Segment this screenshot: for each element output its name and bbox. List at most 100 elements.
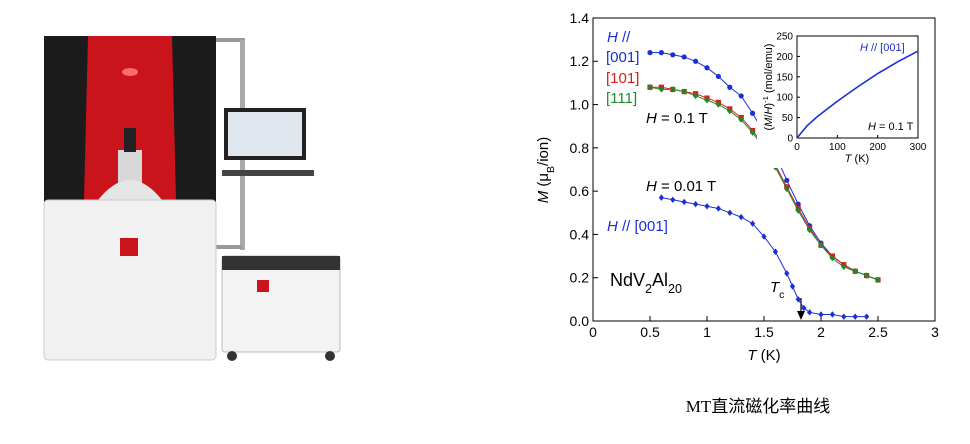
y-tick-label: 50: [782, 113, 794, 124]
data-point: [875, 276, 881, 284]
text-part: -1: [761, 96, 770, 103]
text-part: (K): [757, 347, 781, 364]
chart: 0 0.5 1 1.5 2 2.5 3 0.0 0.2 0.4 0.6 0.8 1.0 1.2 1.4 T (…: [535, 10, 939, 364]
text-part: M: [763, 117, 775, 127]
text-part: H: [868, 121, 876, 133]
text-part: H: [607, 218, 618, 235]
text-part: 2: [645, 282, 652, 296]
data-point: [807, 309, 813, 316]
text-part: H: [646, 110, 657, 127]
annotation: NdV2Al20: [610, 270, 682, 296]
text-part: NdV: [610, 270, 645, 290]
annotation: H = 0.01 T: [646, 178, 716, 195]
y-tick-label: 0.6: [570, 183, 590, 199]
data-point: [784, 185, 790, 193]
text-part: /: [763, 114, 775, 118]
data-point: [658, 50, 665, 56]
text-part: (mol/emu): [763, 44, 775, 97]
y-tick-label: 1.0: [570, 96, 590, 112]
data-point: [761, 233, 767, 240]
data-point: [784, 177, 790, 183]
text-part: = 0.1 T: [657, 110, 708, 127]
data-point: [704, 203, 710, 210]
x-tick-label: 2.5: [868, 324, 888, 340]
data-point: [715, 205, 721, 212]
text-part: (μ: [535, 173, 552, 191]
x-tick-label: 0.5: [640, 324, 660, 340]
data-point: [750, 220, 756, 227]
y-tick-label: 250: [776, 32, 793, 43]
annotation: H //: [607, 29, 631, 46]
data-point: [750, 129, 756, 136]
text-part: H: [860, 42, 868, 54]
y-tick-label: 0.8: [570, 140, 590, 156]
data-point: [852, 313, 858, 320]
plot-frame: [796, 35, 919, 139]
text-part: c: [779, 289, 784, 301]
data-point: [647, 50, 653, 56]
instrument-photo: [43, 36, 341, 361]
text-part: (K): [852, 153, 870, 165]
data-point: [704, 97, 710, 104]
data-point: [801, 304, 807, 312]
data-line: [661, 197, 867, 318]
data-point: [795, 296, 801, 303]
x-tick-label: 1: [703, 324, 711, 340]
data-point: [852, 268, 858, 275]
text-part: = 0.01 T: [657, 178, 716, 195]
data-point: [829, 255, 835, 262]
data-point: [818, 242, 824, 249]
data-point: [681, 88, 687, 95]
data-point: [772, 248, 778, 255]
text-part: = 0.1 T: [876, 121, 914, 133]
text-part: H: [763, 107, 775, 115]
data-point: [647, 84, 653, 91]
data-point: [841, 263, 847, 271]
x-tick-label: 300: [910, 142, 927, 153]
x-tick-label: 3: [931, 324, 939, 340]
data-point: [670, 196, 676, 203]
text-part: M: [535, 190, 552, 203]
data-point: [818, 311, 824, 318]
data-point: [681, 198, 687, 206]
data-point: [795, 207, 801, 214]
legend-label: [111]: [606, 90, 637, 107]
legend-label: [101]: [606, 70, 639, 87]
data-point: [704, 65, 710, 71]
data-point: [715, 101, 721, 108]
text-part: (: [763, 126, 775, 130]
data-point: [864, 313, 870, 320]
text-part: H: [646, 178, 657, 195]
y-tick-label: 0.2: [570, 270, 590, 286]
legend-label: [001]: [606, 49, 639, 66]
annotation: H // [001]: [607, 218, 668, 235]
x-tick-label: 2: [817, 324, 825, 340]
data-point: [789, 283, 796, 290]
annotation: H // [001]: [860, 42, 905, 54]
data-point: [784, 270, 790, 277]
annotation: H = 0.1 T: [646, 110, 708, 127]
data-point: [841, 313, 847, 320]
text-part: Al: [652, 270, 668, 290]
annotation: H = 0.1 T: [868, 121, 914, 133]
text-part: T: [770, 279, 781, 296]
text-part: ): [763, 103, 775, 107]
data-point: [829, 311, 835, 318]
text-part: // [001]: [618, 218, 668, 235]
x-tick-label: 100: [829, 142, 846, 153]
data-point: [864, 272, 870, 279]
text-part: T: [747, 347, 758, 364]
data-point: [715, 73, 722, 80]
data-line: [796, 50, 919, 139]
data-point: [727, 84, 733, 90]
data-point: [738, 116, 744, 123]
y-tick-label: 0: [787, 134, 793, 145]
data-point: [693, 58, 699, 64]
y-axis-label: (M/H)-1 (mol/emu): [761, 44, 776, 131]
text-part: // [001]: [868, 42, 905, 54]
y-tick-label: 0.4: [570, 226, 590, 242]
text-part: B: [545, 166, 557, 173]
y-tick-label: 200: [776, 52, 793, 63]
x-axis-label: T (K): [747, 347, 780, 364]
y-tick-label: 100: [776, 93, 793, 104]
